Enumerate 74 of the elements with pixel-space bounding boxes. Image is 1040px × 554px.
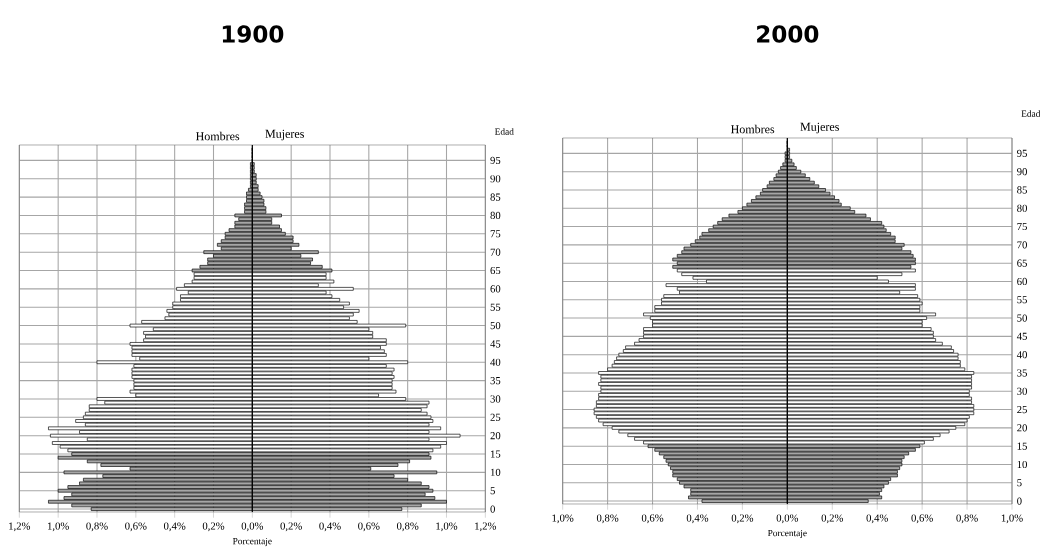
y-tick-label: 60 [490,285,501,293]
y-tick-label: 25 [1017,405,1027,414]
y-tick-label: 45 [1016,332,1027,340]
y-tick-label: 80 [490,211,501,220]
y-tick-label: 5 [1017,479,1022,487]
x-tick-label: 0,2% [202,522,225,532]
y-tick-label: 15 [490,450,501,458]
x-tick-label: 0,6% [358,522,380,532]
y-tick-label: 30 [490,395,501,403]
y-tick-label: 5 [490,487,495,495]
y-tick-label: 20 [490,432,501,440]
y-tick-label: 85 [1017,186,1027,194]
x-tick-label: 0,8% [86,522,108,532]
x-tick-label: 0,6% [911,514,933,524]
y-tick-label: 15 [1017,442,1027,450]
x-tick-label: 0,4% [866,514,888,524]
y-tick-label: 80 [1017,204,1027,212]
chart-title: 1900 [222,25,284,43]
x-axis-title: Porcentaje [767,529,807,539]
series-label: Hombres [730,124,775,134]
y-tick-label: 0 [490,505,495,513]
chart-title: 2000 [757,25,819,43]
text: Hombres [195,131,240,141]
text: Mujeres [265,129,304,141]
y-tick-label: 55 [490,303,501,311]
y-axis-title: Edad [1021,110,1040,117]
y-tick-label: 10 [1017,460,1027,469]
x-tick-label: 0,8% [956,514,978,524]
x-tick-label: 0,0% [241,522,264,532]
x-tick-label: 1,0% [1001,514,1023,524]
y-tick-label: 65 [1017,259,1027,267]
x-tick-label: 0,2% [821,514,844,524]
y-tick-label: 25 [490,413,501,421]
y-axis-title: Edad [494,128,514,135]
y-tick-label: 70 [1017,241,1027,249]
x-tick-label: 0,2% [731,514,754,524]
y-tick-label: 75 [490,230,501,238]
y-tick-label: 20 [1017,424,1027,432]
x-axis-title: Porcentaje [232,538,272,547]
series-label: Mujeres [800,122,839,134]
y-tick-label: 55 [1017,296,1027,304]
x-tick-label: 0,8% [396,522,419,532]
x-tick-label: 1,0% [436,522,458,532]
x-tick-label: 1,2% [9,522,31,532]
y-tick-label: 75 [1017,223,1027,231]
y-tick-label: 45 [490,340,501,348]
y-tick-label: 50 [490,321,501,330]
y-tick-label: 0 [1017,497,1022,505]
y-tick-label: 90 [1017,168,1027,176]
x-tick-label: 0,2% [280,522,302,532]
x-tick-label: 0,6% [125,522,147,532]
y-tick-label: 10 [490,468,501,476]
y-tick-label: 95 [1017,149,1027,157]
y-tick-label: 50 [1017,314,1027,322]
y-tick-label: 30 [1017,387,1027,395]
x-tick-label: 0,0% [776,514,799,524]
x-tick-label: 0,8% [596,514,619,524]
x-tick-label: 1,2% [475,522,497,532]
y-tick-label: 95 [490,156,501,164]
y-tick-label: 90 [490,175,501,183]
y-tick-label: 40 [1016,351,1027,359]
y-tick-label: 35 [490,377,501,385]
y-tick-label: 35 [1017,369,1027,377]
x-tick-label: 0,4% [163,522,186,532]
y-tick-label: 65 [490,266,501,275]
y-tick-label: 70 [490,248,501,256]
x-tick-label: 1,0% [48,522,69,532]
x-tick-label: 0,6% [641,514,664,524]
x-tick-label: 0,4% [319,522,341,532]
y-tick-label: 60 [1017,277,1027,286]
y-tick-label: 40 [490,358,501,366]
y-tick-label: 85 [490,193,501,201]
x-tick-label: 1,0% [552,514,574,524]
x-tick-label: 0,4% [686,514,709,524]
